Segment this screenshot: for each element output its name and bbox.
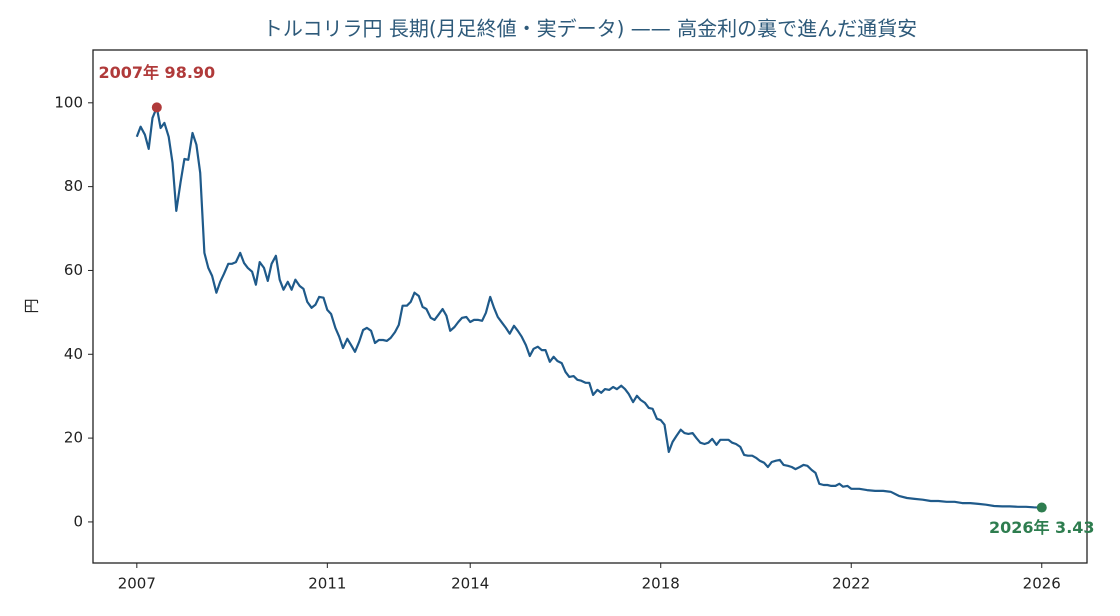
y-tick-label: 100	[54, 93, 83, 111]
x-tick-label: 2018	[642, 575, 680, 593]
annotation-point	[151, 102, 162, 113]
annotation-label: 2026年 3.43	[989, 518, 1095, 537]
annotation-label: 2007年 98.90	[98, 63, 215, 82]
y-tick-label: 20	[64, 429, 83, 447]
x-tick-label: 2011	[308, 575, 346, 593]
plot-frame	[92, 49, 1088, 564]
y-tick-label: 40	[64, 345, 83, 363]
x-tick-label: 2022	[832, 575, 870, 593]
annotation-point	[1036, 502, 1047, 513]
y-tick-label: 60	[64, 261, 83, 279]
y-tick-label: 0	[73, 512, 83, 530]
x-tick-label: 2007	[118, 575, 156, 593]
chart-title: トルコリラ円 長期(月足終値・実データ) —— 高金利の裏で進んだ通貨安	[263, 17, 917, 41]
series-line	[135, 106, 1042, 509]
x-tick-label: 2026	[1023, 575, 1061, 593]
y-tick-label: 80	[64, 177, 83, 195]
y-axis-label: 円	[23, 298, 41, 313]
x-tick-label: 2014	[451, 575, 489, 593]
